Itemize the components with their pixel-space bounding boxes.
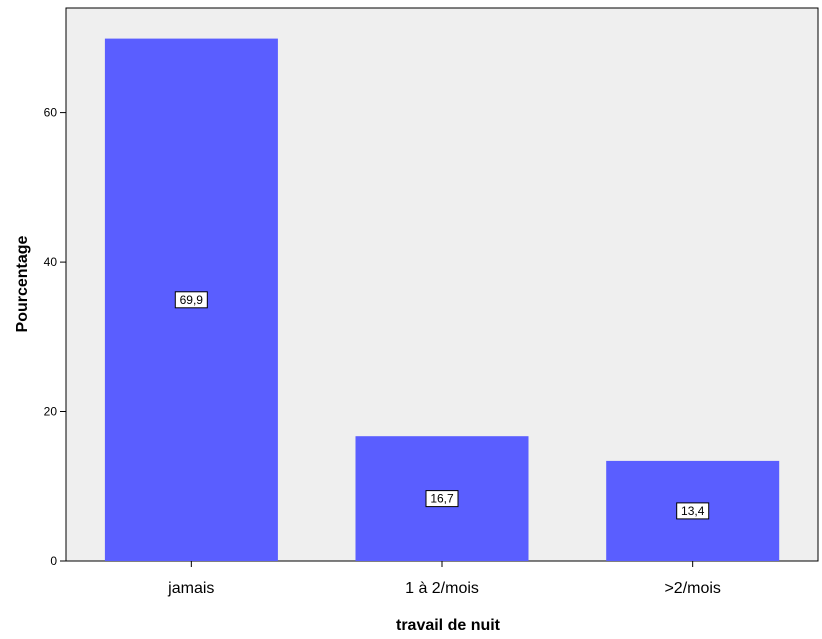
data-labels-group: 69,9 16,7 13,4 xyxy=(174,291,710,520)
data-label: 16,7 xyxy=(430,492,454,506)
x-axis: jamais 1 à 2/mois >2/mois xyxy=(167,561,721,597)
bars-group xyxy=(104,38,780,562)
data-label-box xyxy=(425,490,459,508)
data-label-box xyxy=(174,291,208,309)
x-tick-label: >2/mois xyxy=(664,580,720,597)
y-tick-label: 0 xyxy=(50,554,57,568)
data-label: 13,4 xyxy=(681,504,705,518)
data-label: 69,9 xyxy=(180,293,204,307)
y-axis-title: Pourcentage xyxy=(14,235,31,332)
y-axis: 0 20 40 60 xyxy=(44,106,66,568)
data-label-box xyxy=(676,502,710,520)
y-tick-label: 20 xyxy=(44,405,58,419)
x-tick-label: 1 à 2/mois xyxy=(405,580,479,597)
x-axis-title: travail de nuit xyxy=(396,617,501,634)
y-tick-label: 40 xyxy=(44,255,58,269)
x-tick-label: jamais xyxy=(167,580,214,597)
y-tick-label: 60 xyxy=(44,106,58,120)
